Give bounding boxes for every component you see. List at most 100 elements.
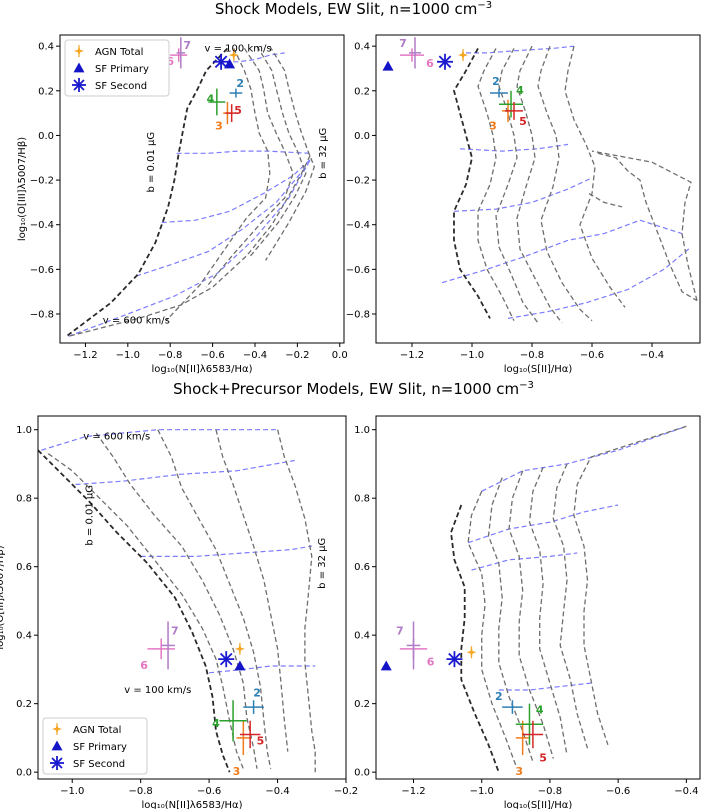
legend-agn-star-icon: [52, 724, 62, 734]
legend-agn-total: AGN Total: [73, 725, 121, 736]
region-3-marker: [515, 720, 530, 756]
region-7-label: 7: [171, 625, 179, 638]
field-grid-line: [597, 152, 698, 302]
legend-box: [42, 717, 148, 775]
agn-star: [228, 50, 239, 61]
region-2-marker: [502, 700, 523, 714]
legend-sf-second-icon: [50, 756, 64, 770]
velocity-grid-line: [441, 219, 683, 284]
x-tick-label: −0.8: [158, 350, 182, 361]
axes-frame: [375, 34, 701, 344]
region-4-label: 4: [536, 704, 544, 717]
y-tick-label: 0.2: [354, 86, 370, 97]
legend-sf-primary: SF Primary: [95, 64, 149, 75]
region-3-label: 3: [515, 765, 523, 778]
model-annotation: b = 32 μG: [318, 128, 329, 179]
velocity-grid-line: [136, 164, 309, 277]
y-tick-label: −0.8: [30, 309, 54, 320]
region-4-marker: [208, 88, 226, 116]
region-5-label: 5: [234, 104, 242, 117]
x-tick-label: −0.2: [285, 350, 309, 361]
y-tick-label: 0.8: [354, 494, 370, 505]
chart-p4: 2 3 4 5 6 7 −1.2 −1.0 −0.8 −0.6 −0.4 0.0 0.2 0.4 0.6 0.…: [354, 415, 701, 809]
y-tick-label: 0.4: [38, 42, 54, 53]
sf-primary-marker: [234, 660, 246, 671]
x-axis-label: log₁₀(N[II]λ6583/Hα): [141, 800, 242, 809]
plot-area: [380, 425, 687, 773]
velocity-grid-line: [140, 545, 312, 557]
legend-sf-second: SF Second: [95, 81, 147, 92]
plot-area: [65, 37, 315, 338]
y-tick-label: 0.6: [354, 562, 370, 573]
sf-second-marker: [446, 651, 463, 668]
velocity-grid-line: [498, 682, 591, 691]
x-tick-label: 0.0: [332, 350, 348, 361]
y-tick-label: 1.0: [16, 425, 32, 436]
region-6-label: 6: [140, 659, 148, 672]
field-grid-line: [537, 45, 593, 322]
model-annotation: v = 100 km/s: [205, 43, 272, 54]
region-5-marker: [225, 104, 239, 123]
region-7-marker: [406, 621, 421, 670]
y-tick-label: −0.2: [346, 176, 370, 187]
x-tick-label: −1.0: [470, 786, 494, 797]
region-5-label: 5: [257, 734, 265, 747]
x-tick-label: −0.4: [674, 786, 698, 797]
field-grid-line: [276, 429, 316, 752]
y-tick-label: 0.4: [16, 631, 32, 642]
field-grid-line: [157, 429, 272, 769]
model-annotation: v = 100 km/s: [124, 685, 191, 696]
model-annotation: b = 32 μG: [317, 538, 328, 589]
legend: AGN Total SF Primary SF Second: [42, 717, 148, 775]
y-tick-label: −0.4: [30, 220, 54, 231]
x-tick-label: −0.8: [129, 786, 153, 797]
x-tick-label: −0.8: [538, 786, 562, 797]
field-grid-line: [564, 46, 626, 308]
sf-primary-marker: [382, 60, 394, 71]
x-tick-label: −0.4: [243, 350, 267, 361]
axes-frame: [59, 34, 345, 344]
region-5-marker: [522, 720, 544, 749]
field-grid-line: [95, 432, 258, 769]
x-tick-label: −0.6: [580, 350, 604, 361]
x-tick-label: −0.4: [265, 786, 289, 797]
field-grid-line: [588, 192, 623, 208]
chart-p1: 2 3 4 5 67 −1.2 −1.0 −0.8 −0.6 −0.4 −0.2 0.0 −0.8 −0.…: [17, 34, 348, 375]
region-7-label: 7: [183, 39, 191, 52]
agn-total-marker: [234, 642, 245, 655]
sf-second-marker: [213, 53, 230, 70]
legend-sf-second: SF Second: [73, 759, 125, 770]
agn-star: [234, 643, 245, 654]
region-2-label: 2: [236, 77, 244, 90]
region-3-label: 3: [489, 120, 497, 133]
y-tick-label: 0.2: [354, 699, 370, 710]
sf-second-marker: [437, 53, 453, 70]
field-grid-line: [591, 150, 698, 301]
agn-total-marker: [466, 646, 477, 659]
axes-frame: [375, 415, 701, 780]
field-grid-line: [165, 48, 271, 322]
plot-area: [382, 37, 698, 324]
field-grid-line: [467, 491, 517, 766]
y-tick-label: 0.6: [16, 562, 32, 573]
x-axis-label: log₁₀(S[II]/Hα): [504, 364, 573, 375]
chart-p2: 2 3 4 5 6 7 −1.2 −1.0 −0.8 −0.6 −0.4 −0.8 −0.6 −0.4 −0…: [346, 34, 701, 375]
region-6-marker: [400, 48, 424, 62]
model-annotation: b = 0.01 μG: [146, 132, 157, 193]
region-7-marker: [161, 621, 175, 670]
sf-primary-marker: [224, 58, 236, 69]
region-4-marker: [499, 90, 523, 118]
region-2-marker: [229, 88, 243, 98]
low-field-grid-line: [450, 504, 500, 773]
x-tick-label: −1.2: [401, 786, 425, 797]
velocity-grid-line: [209, 665, 316, 674]
velocity-grid-line: [176, 150, 311, 154]
region-2-marker: [490, 88, 508, 98]
field-grid-line: [573, 425, 687, 746]
field-grid-line: [552, 463, 589, 749]
velocity-grid-line: [466, 45, 575, 54]
region-6-label: 6: [427, 656, 435, 669]
y-tick-label: −0.8: [346, 309, 370, 320]
low-field-grid-line: [453, 47, 491, 319]
